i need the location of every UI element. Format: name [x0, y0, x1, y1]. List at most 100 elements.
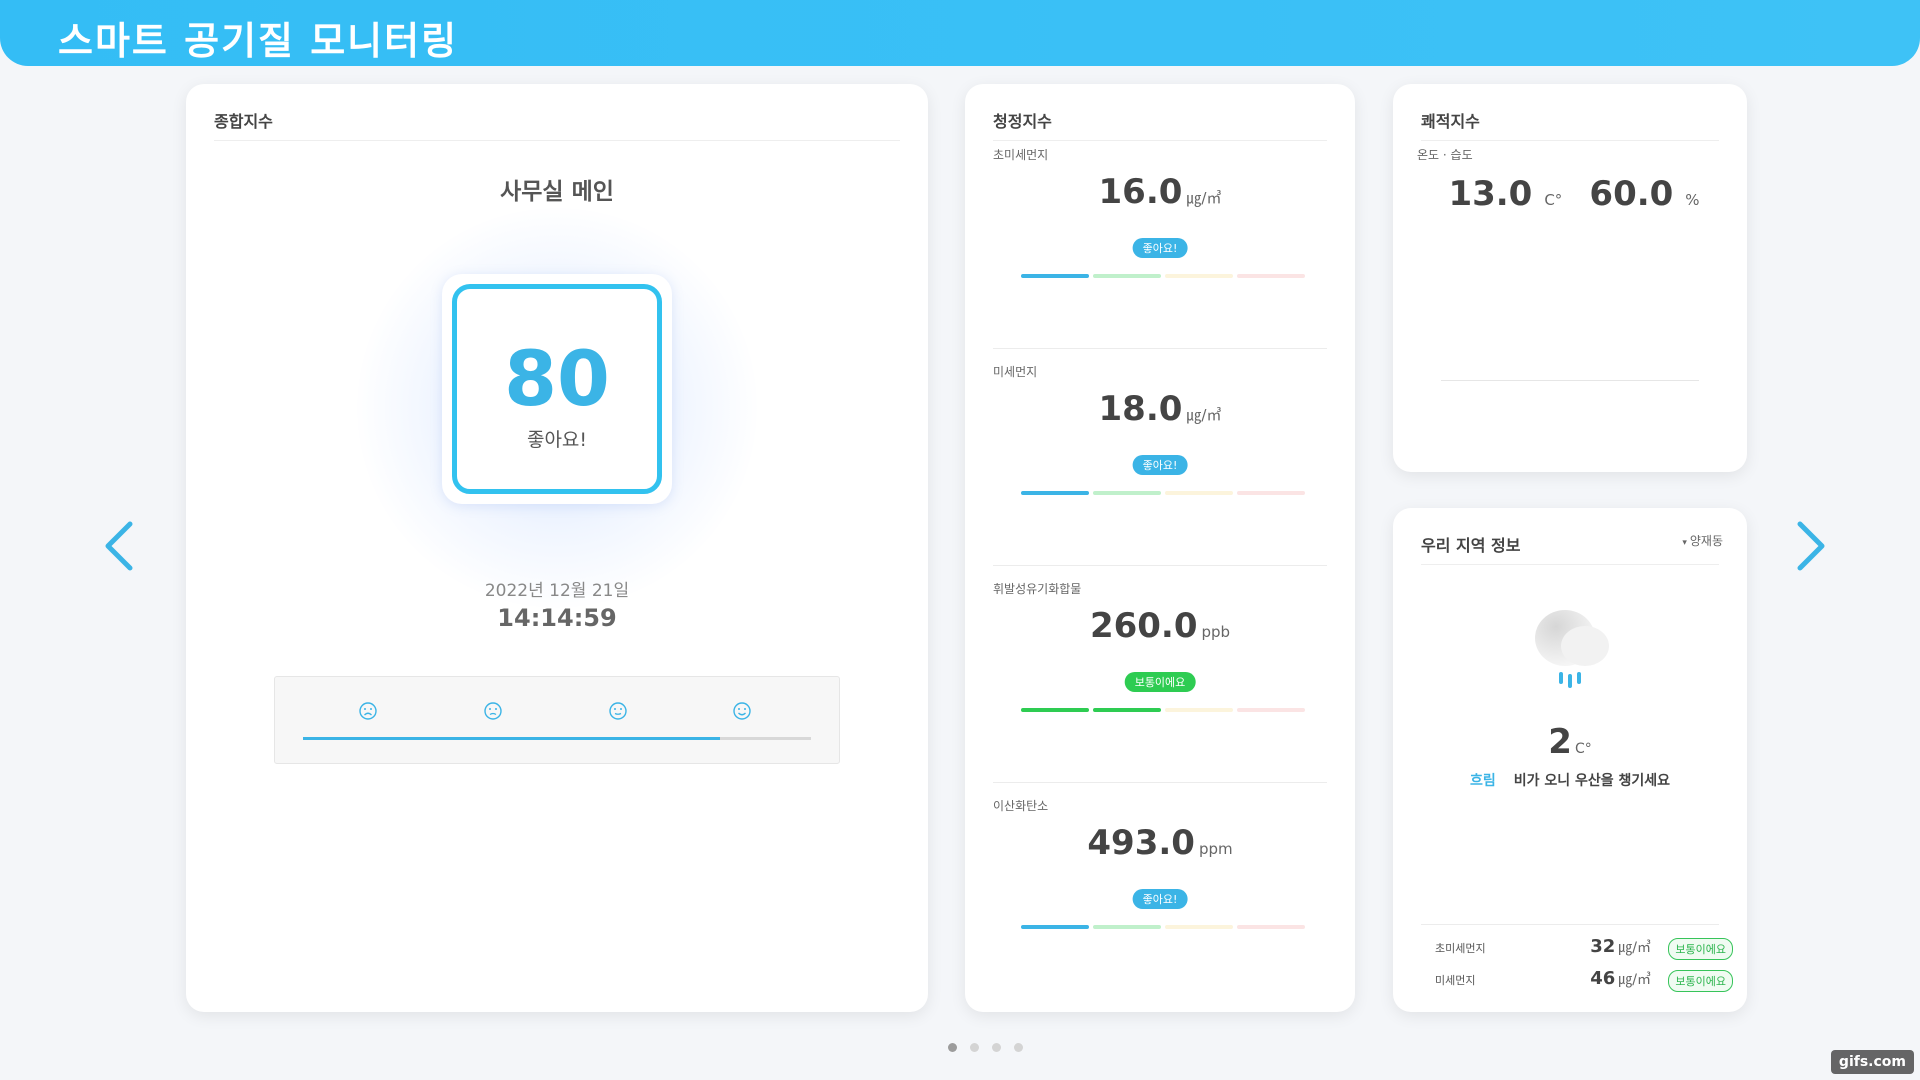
weather-message: 비가 오니 우산을 챙기세요 [1513, 773, 1671, 789]
location-pin-icon: ▾ [1682, 538, 1687, 548]
temp-humidity-label: 온도 · 습도 [1417, 148, 1473, 162]
level-segment [1093, 925, 1161, 929]
level-scale [274, 676, 840, 764]
current-date: 2022년 12월 21일 [484, 581, 630, 601]
humidity-unit: % [1685, 191, 1700, 209]
dust-unit: ㎍/㎥ [1618, 972, 1651, 988]
level-segment [1165, 925, 1233, 929]
divider [1421, 924, 1719, 925]
score-progress-fill [303, 737, 720, 740]
card-title: 청정지수 [993, 112, 1052, 131]
status-badge: 좋아요! [1132, 889, 1188, 909]
level-segment [1093, 274, 1161, 278]
metric-voc: 휘발성유기화합물 260.0 ppb 보통이에요 [965, 580, 1355, 796]
dust-label: 초미세먼지 [1435, 942, 1486, 955]
metric-unit: ㎍/㎥ [1186, 189, 1222, 207]
metric-label: 초미세먼지 [993, 148, 1049, 162]
level-bar [1021, 708, 1305, 712]
total-index-card: 종합지수 사무실 메인 80 좋아요! 2022년 12월 21일 14:14:… [186, 84, 928, 1012]
level-segment [1021, 708, 1089, 712]
location-name: 사무실 메인 [500, 179, 614, 205]
normal-face-icon [609, 702, 627, 720]
current-time: 14:14:59 [497, 604, 617, 632]
page-dot[interactable] [1014, 1043, 1023, 1052]
metric-value: 260.0 [1089, 606, 1198, 646]
metric-fine-dust: 미세먼지 18.0 ㎍/㎥ 좋아요! [965, 363, 1355, 579]
level-segment [1237, 925, 1305, 929]
divider [1421, 140, 1719, 141]
level-segment [1021, 491, 1089, 495]
divider [1441, 380, 1699, 381]
level-segment [1237, 708, 1305, 712]
dust-value: 46 [1590, 968, 1616, 989]
dust-value: 32 [1590, 936, 1616, 957]
metric-label: 휘발성유기화합물 [993, 582, 1082, 596]
level-segment [1165, 491, 1233, 495]
level-segment [1165, 708, 1233, 712]
bad-face-icon [484, 702, 502, 720]
status-badge: 보통이에요 [1124, 672, 1196, 692]
divider [993, 348, 1327, 349]
card-title: 우리 지역 정보 [1421, 536, 1521, 555]
level-bar [1021, 925, 1305, 929]
good-face-icon [733, 702, 751, 720]
clean-index-card: 청정지수 초미세먼지 16.0 ㎍/㎥ 좋아요! 미세먼지 18.0 ㎍/㎥ 좋아요… [965, 84, 1355, 1012]
page-indicator [948, 1037, 1036, 1056]
card-title: 쾌적지수 [1421, 112, 1480, 131]
divider [214, 140, 900, 141]
level-segment [1237, 491, 1305, 495]
comfort-index-card: 쾌적지수 온도 · 습도 13.0 C° 60.0% [1393, 84, 1747, 472]
region-fine-dust-row: 미세먼지 46 ㎍/㎥ 보통이에요 [1393, 968, 1747, 992]
weather-condition: 흐림 [1469, 773, 1496, 789]
watermark: gifs.com [1830, 1050, 1914, 1074]
level-segment [1093, 491, 1161, 495]
level-bar [1021, 274, 1305, 278]
temperature-value: 13.0 [1448, 174, 1533, 214]
level-segment [1165, 274, 1233, 278]
metric-value: 18.0 [1098, 389, 1183, 429]
card-title: 종합지수 [214, 112, 273, 131]
page-dot[interactable] [970, 1043, 979, 1052]
level-segment [1093, 708, 1161, 712]
level-segment [1021, 274, 1089, 278]
page-dot[interactable] [992, 1043, 1001, 1052]
score-value: 80 [504, 334, 610, 423]
app-title: 스마트 공기질 모니터링 [58, 19, 459, 63]
dust-unit: ㎍/㎥ [1618, 940, 1651, 956]
app-header: 스마트 공기질 모니터링 [0, 0, 1920, 66]
temperature-unit: C° [1544, 191, 1563, 209]
status-badge: 보통이에요 [1668, 970, 1733, 992]
score-panel: 80 좋아요! [442, 274, 672, 504]
status-badge: 좋아요! [1132, 238, 1188, 258]
weather-temperature-unit: C° [1574, 741, 1592, 757]
humidity-value: 60.0 [1589, 174, 1674, 214]
metric-unit: ppm [1198, 840, 1233, 858]
chevron-left-icon[interactable] [100, 518, 140, 574]
score-status: 좋아요! [526, 429, 588, 451]
page-dot[interactable] [948, 1043, 957, 1052]
metric-value: 16.0 [1098, 172, 1183, 212]
divider [993, 140, 1327, 141]
metric-unit: ㎍/㎥ [1186, 406, 1222, 424]
metric-unit: ppb [1201, 623, 1231, 641]
region-location-label: 양재동 [1689, 534, 1723, 548]
status-badge: 보통이에요 [1668, 938, 1733, 960]
divider [1421, 564, 1719, 565]
metric-label: 미세먼지 [993, 365, 1038, 379]
metric-co2: 이산화탄소 493.0 ppm 좋아요! [965, 797, 1355, 1013]
region-location[interactable]: ▾ 양재동 [1682, 532, 1723, 549]
level-bar [1021, 491, 1305, 495]
level-segment [1021, 925, 1089, 929]
divider [993, 782, 1327, 783]
region-ultrafine-dust-row: 초미세먼지 32 ㎍/㎥ 보통이에요 [1393, 936, 1747, 960]
divider [993, 565, 1327, 566]
score-progress-track [303, 737, 811, 740]
chevron-right-icon[interactable] [1790, 518, 1830, 574]
weather-temperature: 2 [1548, 722, 1572, 762]
metric-label: 이산화탄소 [993, 799, 1049, 813]
very-bad-face-icon [359, 702, 377, 720]
score-box: 80 좋아요! [452, 284, 662, 494]
status-badge: 좋아요! [1132, 455, 1188, 475]
metric-ultrafine-dust: 초미세먼지 16.0 ㎍/㎥ 좋아요! [965, 146, 1355, 362]
region-info-card: 우리 지역 정보 ▾ 양재동 2 C° 흐림 비가 오니 우산을 챙기세요 초미세먼지… [1393, 508, 1747, 1012]
